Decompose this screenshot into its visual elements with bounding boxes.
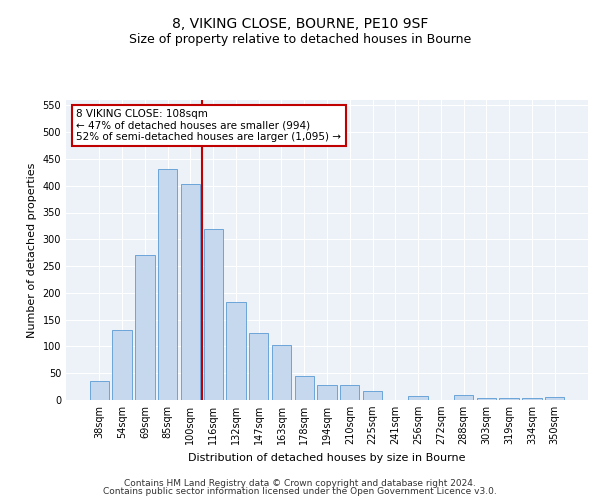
Bar <box>340 385 359 400</box>
Text: Contains HM Land Registry data © Crown copyright and database right 2024.: Contains HM Land Registry data © Crown c… <box>124 478 476 488</box>
Bar <box>545 397 564 400</box>
Bar <box>181 184 200 400</box>
Bar <box>454 395 473 400</box>
Text: Contains public sector information licensed under the Open Government Licence v3: Contains public sector information licen… <box>103 487 497 496</box>
Text: 8 VIKING CLOSE: 108sqm
← 47% of detached houses are smaller (994)
52% of semi-de: 8 VIKING CLOSE: 108sqm ← 47% of detached… <box>76 109 341 142</box>
Bar <box>272 345 291 400</box>
Bar <box>522 398 542 400</box>
Bar <box>363 391 382 400</box>
X-axis label: Distribution of detached houses by size in Bourne: Distribution of detached houses by size … <box>188 452 466 462</box>
Bar <box>409 396 428 400</box>
Bar <box>135 256 155 400</box>
Bar <box>226 302 245 400</box>
Bar <box>317 385 337 400</box>
Bar <box>158 168 178 400</box>
Bar <box>476 398 496 400</box>
Bar <box>499 398 519 400</box>
Bar <box>249 333 268 400</box>
Y-axis label: Number of detached properties: Number of detached properties <box>27 162 37 338</box>
Bar <box>203 228 223 400</box>
Text: 8, VIKING CLOSE, BOURNE, PE10 9SF: 8, VIKING CLOSE, BOURNE, PE10 9SF <box>172 18 428 32</box>
Text: Size of property relative to detached houses in Bourne: Size of property relative to detached ho… <box>129 32 471 46</box>
Bar <box>90 381 109 400</box>
Bar <box>112 330 132 400</box>
Bar <box>295 376 314 400</box>
